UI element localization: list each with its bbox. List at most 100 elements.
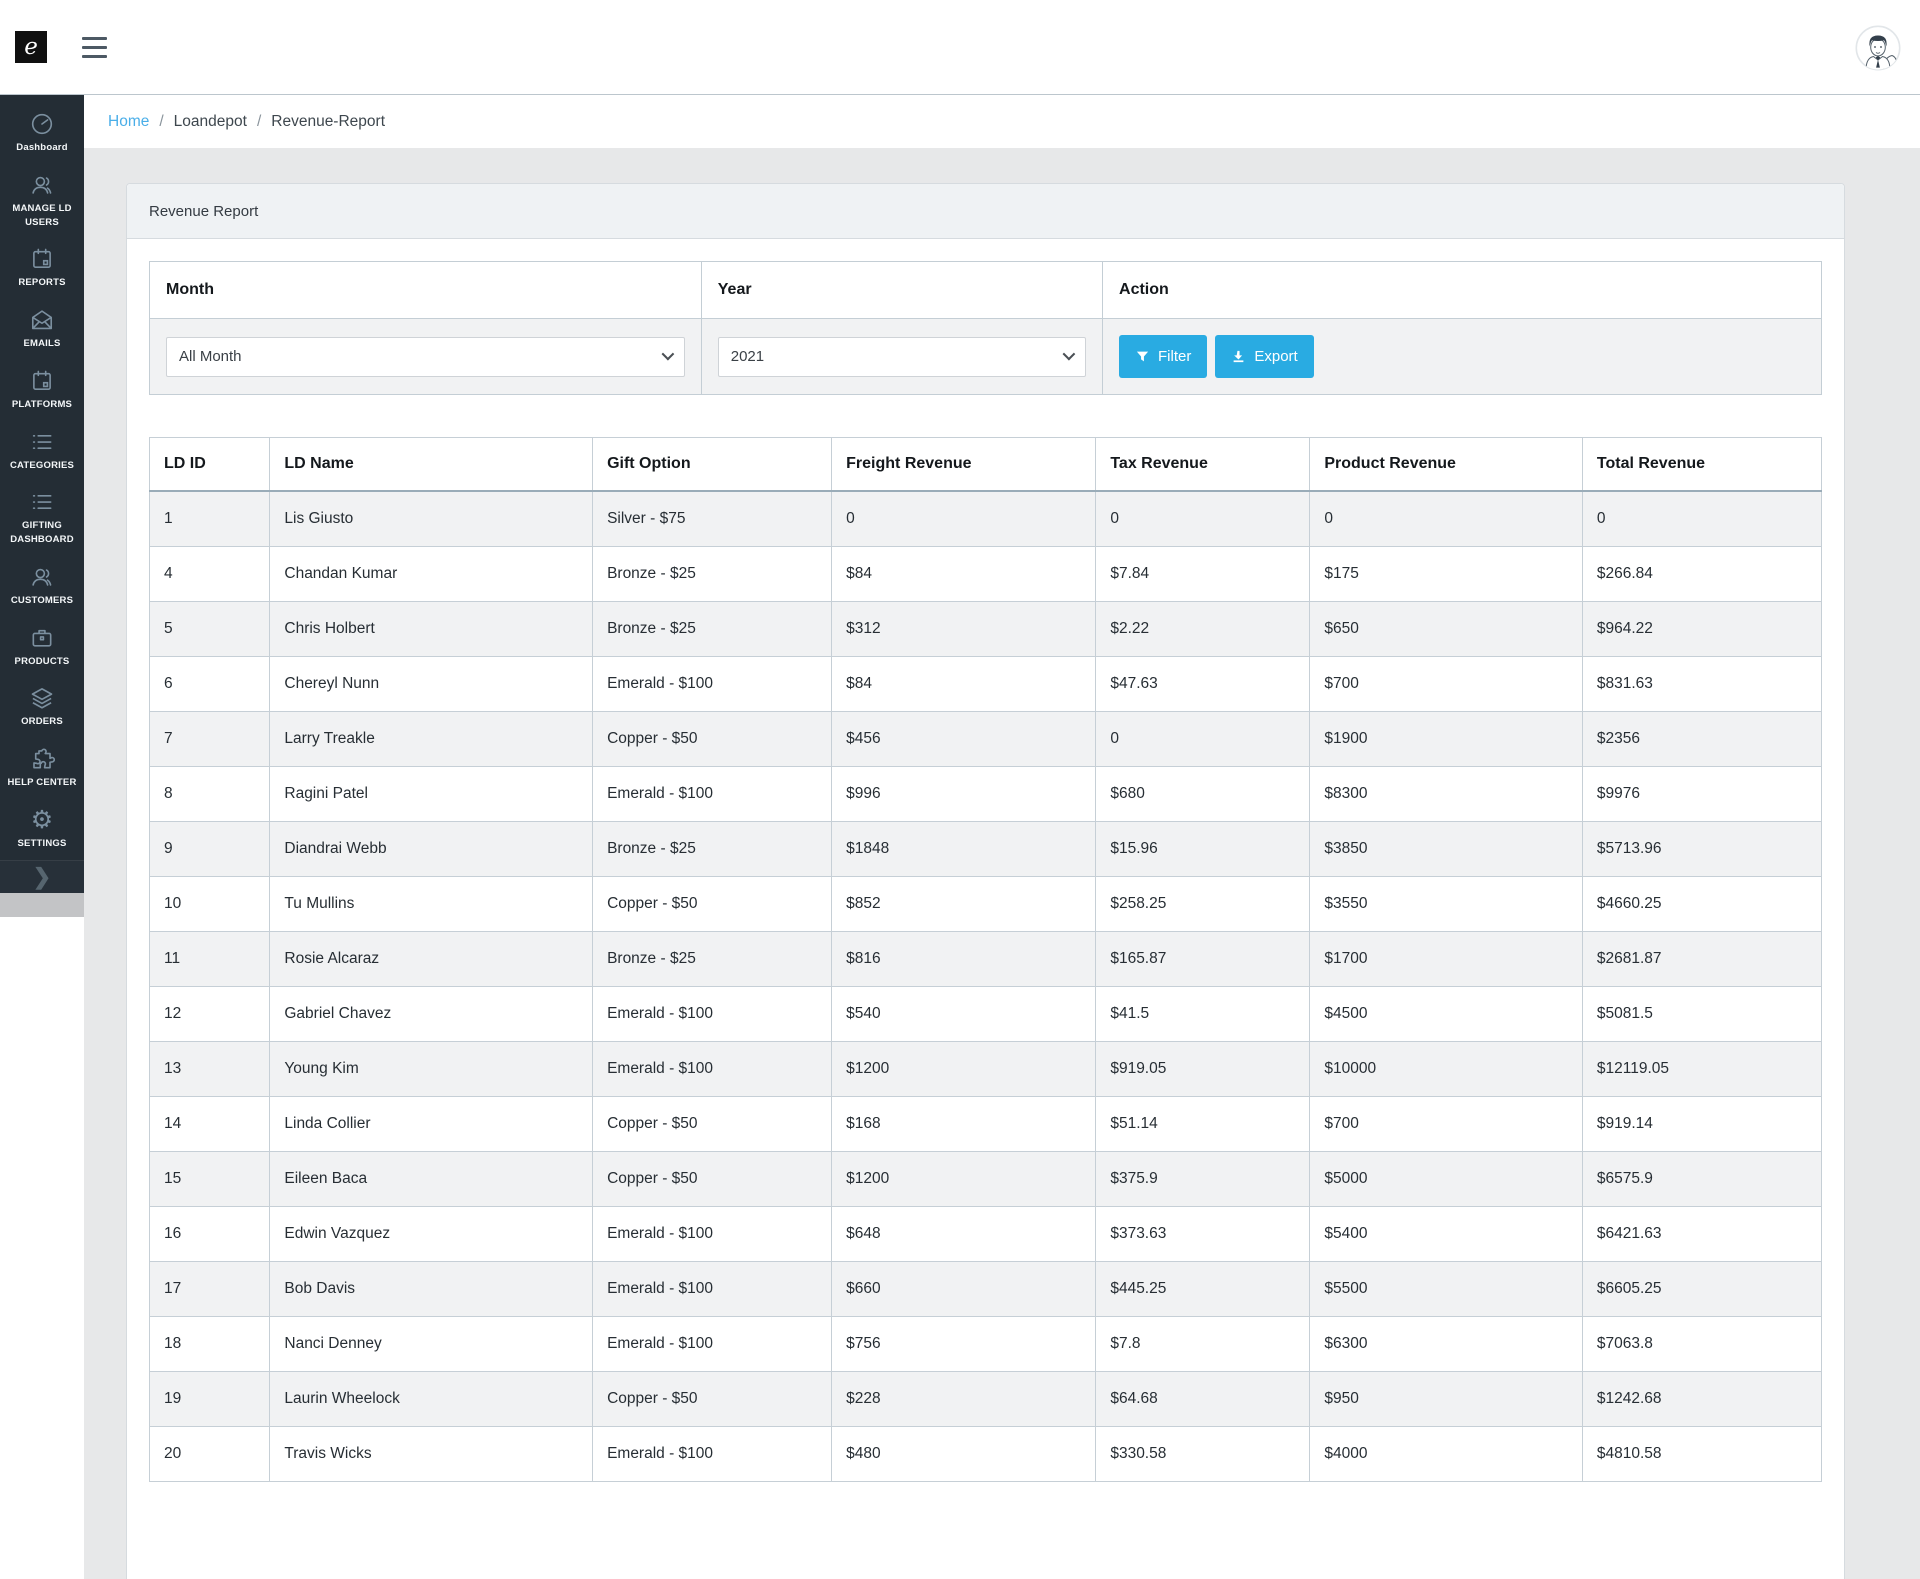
table-cell: $1900	[1310, 712, 1583, 767]
table-cell: 14	[150, 1097, 270, 1152]
sidebar-nav: DashboardMANAGE LD USERSREPORTS EMAILS PLA…	[0, 95, 84, 860]
table-cell: $47.63	[1096, 657, 1310, 712]
table-row: 1Lis GiustoSilver - $750000	[150, 491, 1822, 547]
breadcrumb: Home/Loandepot/Revenue-Report	[84, 95, 1920, 148]
user-avatar[interactable]	[1855, 25, 1901, 71]
table-cell: $3850	[1310, 822, 1583, 877]
table-cell: $5400	[1310, 1207, 1583, 1262]
table-cell: $6300	[1310, 1317, 1583, 1372]
table-cell: $9976	[1582, 767, 1821, 822]
sidebar-item-reports[interactable]: REPORTS	[0, 238, 84, 299]
table-row: 4Chandan KumarBronze - $25$84$7.84$175$2…	[150, 547, 1822, 602]
table-cell: 18	[150, 1317, 270, 1372]
sidebar-item-label: PLATFORMS	[12, 398, 72, 412]
table-cell: Larry Treakle	[270, 712, 593, 767]
table-cell: 17	[150, 1262, 270, 1317]
table-cell: $12119.05	[1582, 1042, 1821, 1097]
table-cell: Emerald - $100	[593, 1262, 832, 1317]
hamburger-menu-icon[interactable]	[82, 37, 107, 58]
table-cell: Tu Mullins	[270, 877, 593, 932]
table-cell: $7.8	[1096, 1317, 1310, 1372]
sidebar-item-customers[interactable]: CUSTOMERS	[0, 556, 84, 617]
filter-button[interactable]: Filter	[1119, 335, 1207, 378]
table-cell: $1200	[832, 1042, 1096, 1097]
sidebar-item-platforms[interactable]: PLATFORMS	[0, 360, 84, 421]
table-cell: Silver - $75	[593, 491, 832, 547]
table-cell: Emerald - $100	[593, 1207, 832, 1262]
sidebar-item-label: SETTINGS	[17, 837, 66, 851]
table-cell: 11	[150, 932, 270, 987]
table-cell: Travis Wicks	[270, 1427, 593, 1482]
sidebar-item-gifting-dashboard[interactable]: GIFTING DASHBOARD	[0, 481, 84, 556]
users-icon	[29, 564, 55, 590]
table-cell: Emerald - $100	[593, 987, 832, 1042]
revenue-table-body: 1Lis GiustoSilver - $7500004Chandan Kuma…	[150, 491, 1822, 1482]
table-row: 20Travis WicksEmerald - $100$480$330.58$…	[150, 1427, 1822, 1482]
table-cell: $373.63	[1096, 1207, 1310, 1262]
column-header: LD Name	[270, 438, 593, 492]
table-cell: 0	[1310, 491, 1583, 547]
card-body: Month Year Action All Month	[127, 239, 1844, 1504]
table-cell: $650	[1310, 602, 1583, 657]
table-cell: 7	[150, 712, 270, 767]
table-cell: Copper - $50	[593, 1097, 832, 1152]
table-cell: $3550	[1310, 877, 1583, 932]
table-cell: Chris Holbert	[270, 602, 593, 657]
table-row: 10Tu MullinsCopper - $50$852$258.25$3550…	[150, 877, 1822, 932]
sidebar-item-emails[interactable]: EMAILS	[0, 299, 84, 360]
table-cell: Laurin Wheelock	[270, 1372, 593, 1427]
column-header: Freight Revenue	[832, 438, 1096, 492]
table-cell: Chandan Kumar	[270, 547, 593, 602]
table-cell: $1200	[832, 1152, 1096, 1207]
sidebar-item-categories[interactable]: CATEGORIES	[0, 421, 84, 482]
breadcrumb-separator: /	[257, 113, 261, 131]
table-cell: $5000	[1310, 1152, 1583, 1207]
table-cell: Ragini Patel	[270, 767, 593, 822]
sidebar-item-label: CUSTOMERS	[11, 594, 73, 608]
revenue-report-card: Revenue Report Month Year Action	[126, 183, 1845, 1579]
card-title: Revenue Report	[127, 184, 1844, 239]
revenue-table: LD ID LD Name Gift Option Freight Revenu…	[149, 437, 1822, 1482]
table-cell: 16	[150, 1207, 270, 1262]
sidebar-item-label: EMAILS	[23, 337, 60, 351]
table-cell: Copper - $50	[593, 1152, 832, 1207]
table-cell: Bronze - $25	[593, 822, 832, 877]
table-cell: $950	[1310, 1372, 1583, 1427]
sidebar-item-help-center[interactable]: HELP CENTER	[0, 738, 84, 799]
breadcrumb-separator: /	[159, 113, 163, 131]
content-area: Revenue Report Month Year Action	[84, 148, 1920, 1579]
month-select[interactable]: All Month	[166, 337, 685, 377]
table-row: 14Linda CollierCopper - $50$168$51.14$70…	[150, 1097, 1822, 1152]
filter-header-action: Action	[1103, 262, 1822, 319]
sidebar-item-dashboard[interactable]: Dashboard	[0, 103, 84, 164]
table-cell: $10000	[1310, 1042, 1583, 1097]
sidebar-item-products[interactable]: PRODUCTS	[0, 617, 84, 678]
export-button[interactable]: Export	[1215, 335, 1313, 378]
table-cell: 8	[150, 767, 270, 822]
table-cell: $84	[832, 657, 1096, 712]
sidebar-expand-button[interactable]: ❯	[0, 860, 84, 893]
sidebar-item-manage-ld-users[interactable]: MANAGE LD USERS	[0, 164, 84, 239]
table-cell: $660	[832, 1262, 1096, 1317]
table-cell: $996	[832, 767, 1096, 822]
table-cell: Emerald - $100	[593, 767, 832, 822]
gear-icon: ⚙	[29, 807, 55, 833]
app-logo[interactable]: e	[15, 31, 47, 63]
breadcrumb-item-home[interactable]: Home	[108, 113, 149, 131]
table-cell: $51.14	[1096, 1097, 1310, 1152]
table-row: 13Young KimEmerald - $100$1200$919.05$10…	[150, 1042, 1822, 1097]
puzzle-icon	[29, 746, 55, 772]
sidebar-item-orders[interactable]: ORDERS	[0, 677, 84, 738]
table-cell: 10	[150, 877, 270, 932]
filter-header-year: Year	[701, 262, 1102, 319]
table-cell: $1700	[1310, 932, 1583, 987]
table-cell: $456	[832, 712, 1096, 767]
sidebar-item-settings[interactable]: ⚙ SETTINGS	[0, 799, 84, 860]
table-cell: $700	[1310, 657, 1583, 712]
table-cell: $165.87	[1096, 932, 1310, 987]
column-header: Tax Revenue	[1096, 438, 1310, 492]
table-cell: Bronze - $25	[593, 932, 832, 987]
table-cell: $5500	[1310, 1262, 1583, 1317]
year-select[interactable]: 2021	[718, 337, 1086, 377]
sidebar-scrollbar	[0, 893, 84, 917]
